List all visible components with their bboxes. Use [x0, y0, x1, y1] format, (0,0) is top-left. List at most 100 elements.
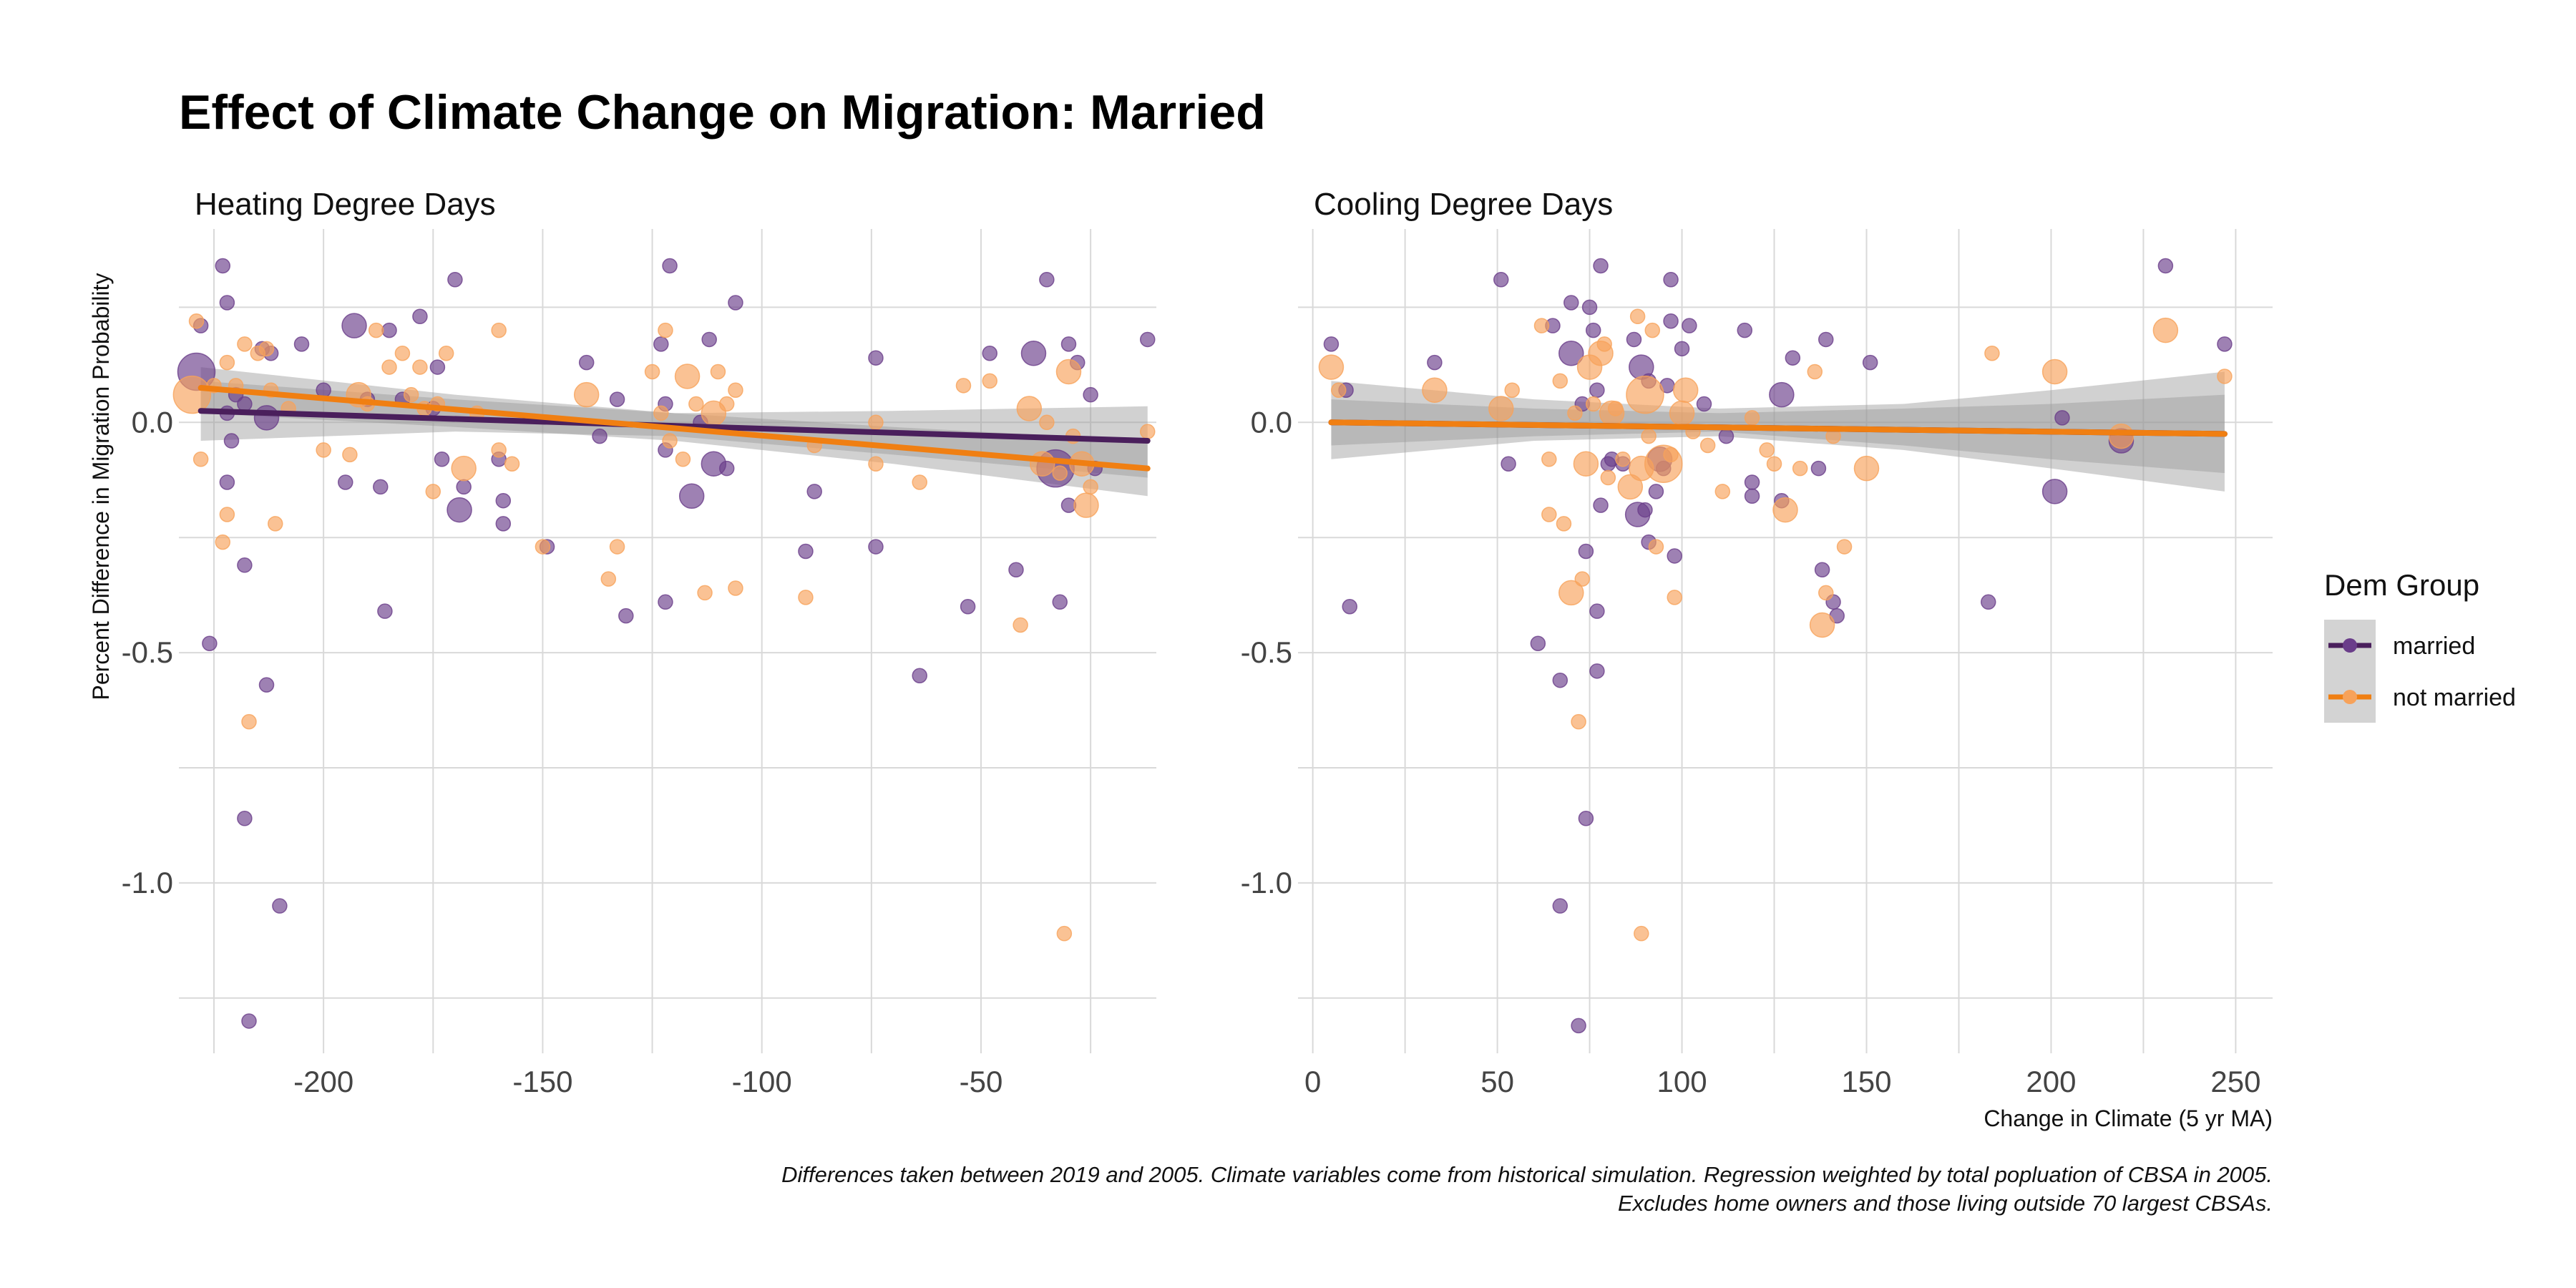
point-married — [495, 492, 512, 509]
point-married — [1667, 548, 1682, 564]
panel-heating: Heating Degree Days -200 -150 -100 -50 0.0 -0… — [122, 187, 1156, 1098]
point-not-married — [1669, 400, 1695, 426]
chart-title: Effect of Climate Change on Migration: M… — [179, 85, 1266, 140]
x-tick-label: 0 — [1304, 1065, 1321, 1098]
point-married — [982, 346, 997, 361]
point-not-married — [1541, 452, 1557, 467]
point-not-married — [241, 713, 257, 730]
point-not-married — [1055, 358, 1082, 385]
point-not-married — [868, 456, 884, 472]
point-married — [1744, 474, 1760, 490]
point-married — [223, 433, 240, 449]
point-not-married — [215, 534, 231, 550]
point-not-married — [1699, 437, 1716, 454]
point-married — [381, 322, 397, 338]
y-tick-label: 0.0 — [132, 405, 173, 439]
point-not-married — [1552, 373, 1568, 389]
point-not-married — [219, 354, 235, 371]
point-married — [241, 1013, 257, 1029]
point-not-married — [1607, 401, 1624, 416]
point-not-married — [1807, 364, 1823, 380]
point-not-married — [1039, 414, 1055, 431]
point-not-married — [1567, 405, 1583, 421]
ci-band-not-married — [1331, 394, 2225, 474]
x-tick-label: 150 — [1841, 1065, 1891, 1098]
point-married — [609, 391, 625, 407]
point-not-married — [1056, 925, 1073, 942]
point-not-married — [381, 359, 397, 375]
point-not-married — [1573, 451, 1599, 477]
point-married — [658, 594, 673, 610]
point-not-married — [1648, 539, 1664, 555]
x-axis-label: Change in Climate (5 yr MA) — [1984, 1106, 2273, 1131]
point-not-married — [425, 484, 441, 499]
point-married — [1589, 382, 1605, 399]
point-married — [1008, 562, 1024, 577]
point-not-married — [1073, 492, 1099, 518]
point-married — [412, 308, 428, 325]
point-married — [1020, 341, 1047, 366]
ticks-heating: -200 -150 -100 -50 0.0 -0.5 -1.0 — [122, 405, 1003, 1098]
point-married — [1552, 898, 1568, 914]
point-married — [1589, 603, 1605, 619]
point-married — [1563, 295, 1579, 311]
point-not-married — [1629, 308, 1646, 325]
point-married — [202, 635, 218, 651]
point-married — [237, 811, 253, 826]
point-not-married — [2041, 358, 2068, 385]
point-not-married — [674, 364, 701, 389]
point-not-married — [1318, 354, 1345, 380]
legend-key-not-married-dot — [2343, 690, 2357, 704]
point-married — [662, 258, 678, 274]
point-not-married — [710, 364, 726, 380]
point-not-married — [1016, 396, 1043, 421]
point-married — [1427, 354, 1443, 371]
point-married — [2054, 410, 2070, 426]
caption-line-2: Excludes home owners and those living ou… — [1618, 1191, 2273, 1216]
ci-bands-cooling — [1331, 371, 2225, 492]
point-married — [678, 483, 705, 509]
point-married — [253, 405, 280, 431]
point-married — [447, 272, 463, 288]
point-not-married — [718, 396, 735, 412]
point-not-married — [188, 313, 205, 329]
point-not-married — [1772, 497, 1798, 523]
point-married — [1682, 318, 1697, 333]
point-married — [1571, 1018, 1586, 1034]
point-married — [434, 452, 450, 467]
point-married — [1552, 672, 1568, 688]
point-married — [219, 295, 235, 311]
point-not-married — [403, 386, 419, 403]
panel-title-heating: Heating Degree Days — [195, 187, 496, 222]
point-married — [1663, 313, 1679, 329]
point-not-married — [2217, 369, 2233, 384]
legend-key-married-dot — [2343, 638, 2357, 653]
point-married — [1637, 502, 1653, 518]
point-not-married — [1331, 382, 1347, 399]
y-tick-label: -0.5 — [122, 635, 173, 669]
point-married — [728, 295, 743, 311]
point-married — [1981, 594, 1996, 610]
points-cooling — [1318, 258, 2233, 1034]
point-married — [1589, 663, 1605, 679]
point-not-married — [798, 590, 814, 605]
point-not-married — [1853, 455, 1880, 482]
point-not-married — [1571, 713, 1586, 730]
point-not-married — [644, 364, 660, 380]
point-not-married — [1585, 396, 1601, 412]
y-tick-label: -1.0 — [1241, 866, 1292, 899]
point-not-married — [658, 322, 673, 338]
y-tick-label: -0.5 — [1241, 635, 1292, 669]
point-married — [219, 474, 235, 490]
point-married — [1578, 811, 1594, 826]
point-not-married — [1714, 484, 1731, 499]
point-married — [618, 608, 634, 624]
grid-heating — [179, 229, 1156, 1053]
point-married — [447, 497, 472, 523]
point-married — [237, 396, 253, 412]
point-not-married — [1029, 451, 1055, 477]
trend-line-not-married — [1328, 419, 2228, 437]
legend-title: Dem Group — [2324, 568, 2479, 602]
ci-band-married — [1331, 371, 2225, 492]
